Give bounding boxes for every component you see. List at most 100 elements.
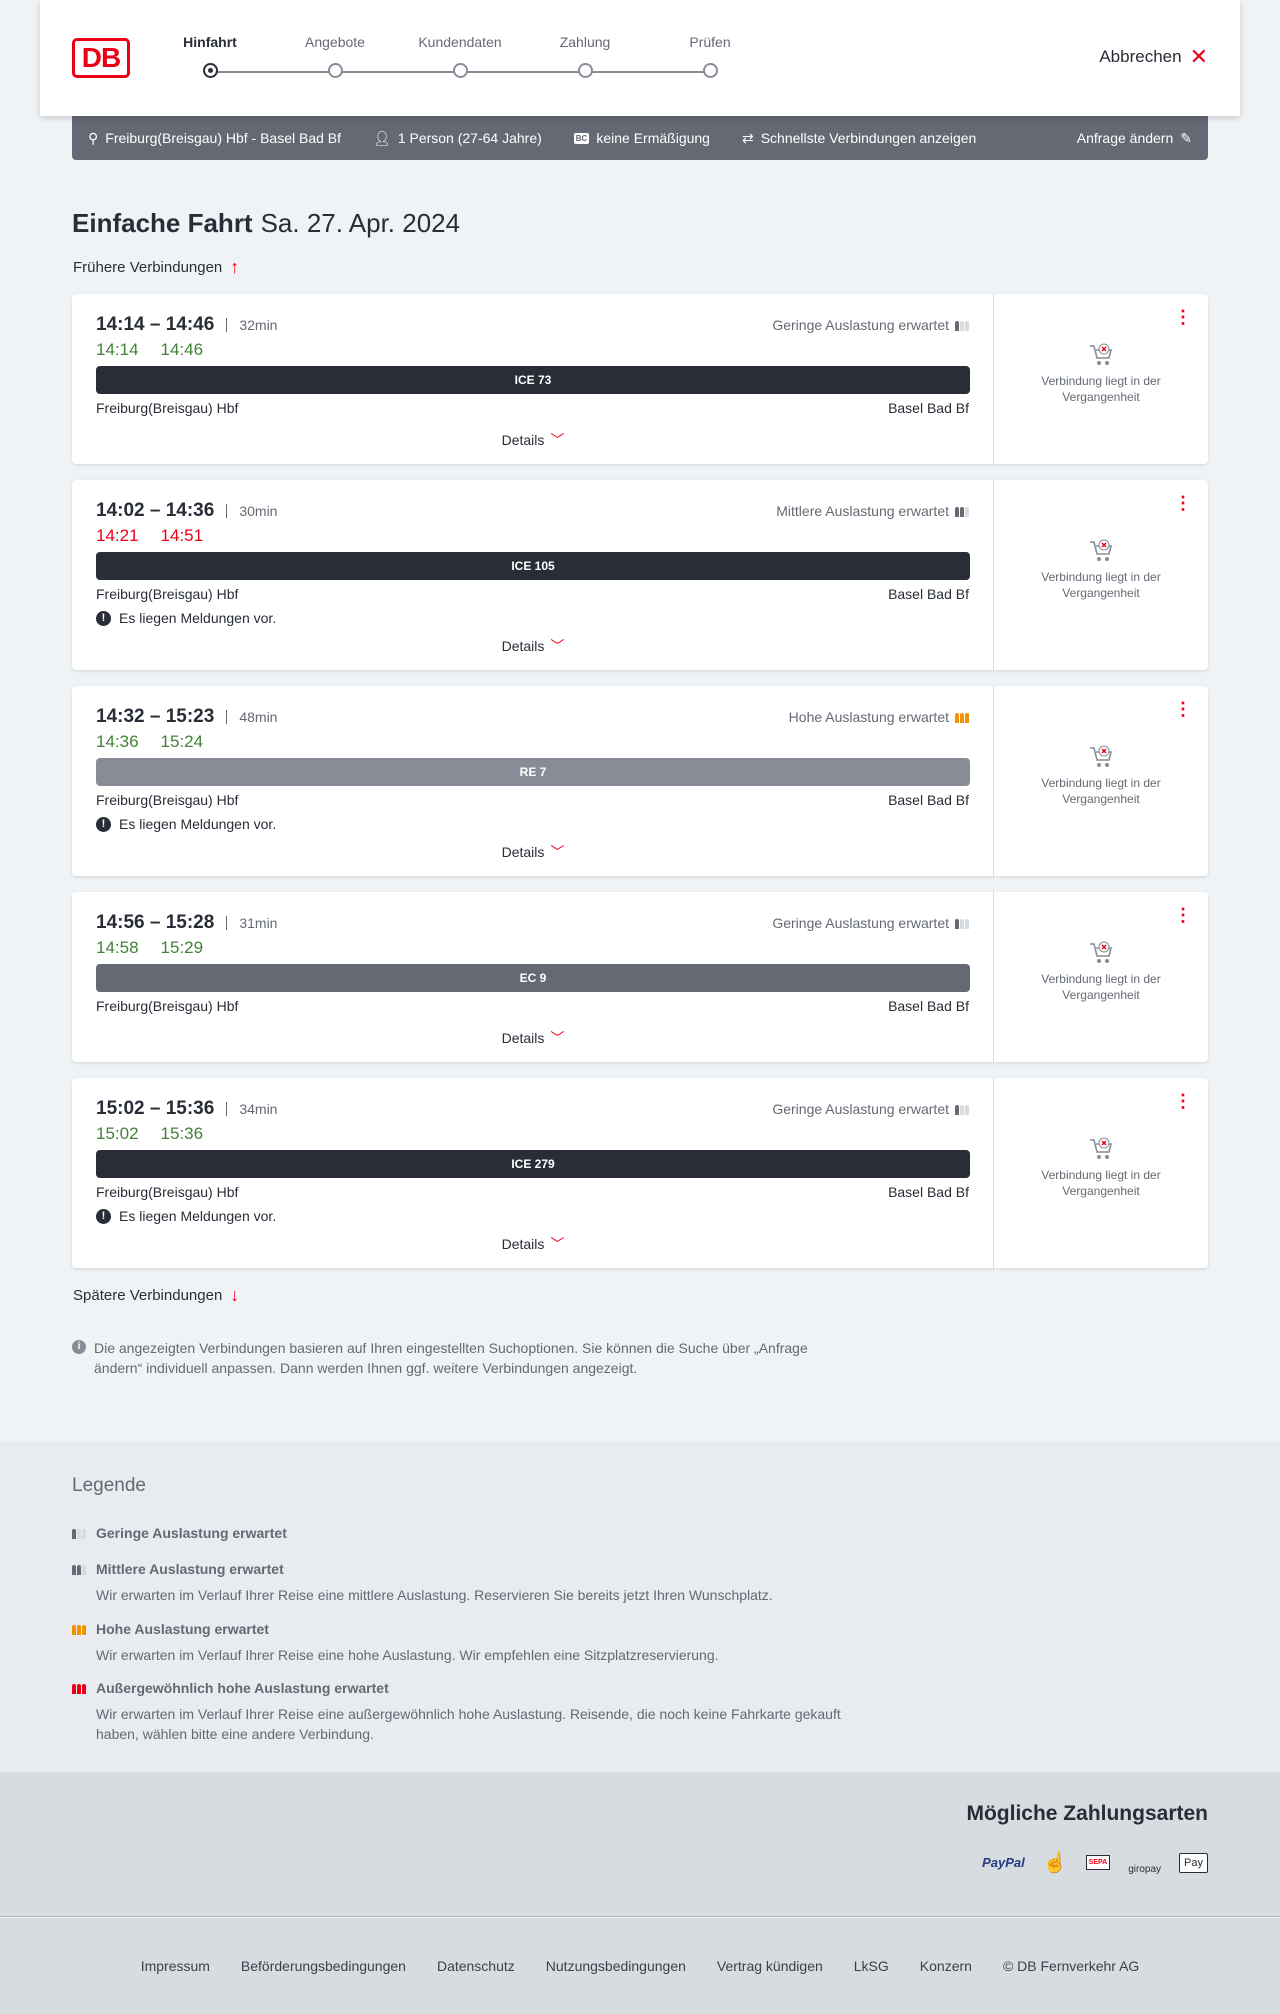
arrival-station: Basel Bad Bf xyxy=(888,792,969,808)
legend-title-text: Mittlere Auslastung erwartet xyxy=(96,1561,284,1577)
legend-item-desc: Wir erwarten im Verlauf Ihrer Reise eine… xyxy=(96,1587,773,1603)
paypal-logo: PayPal xyxy=(982,1855,1025,1870)
load-bar xyxy=(77,1565,81,1575)
db-logo[interactable]: DB xyxy=(72,38,130,78)
legend-item-title: Mittlere Auslastung erwartet xyxy=(72,1561,872,1577)
duration: 30min xyxy=(226,504,277,518)
realtime-times: 15:02 15:36 xyxy=(96,1124,203,1144)
info-text: Die angezeigten Verbindungen basieren au… xyxy=(94,1340,808,1376)
step-dot xyxy=(453,63,468,78)
load-text: Mittlere Auslastung erwartet xyxy=(776,503,949,519)
duration: 34min xyxy=(226,1102,277,1116)
edit-label: Anfrage ändern xyxy=(1076,130,1174,146)
chevron-down-icon: ﹀ xyxy=(550,1030,565,1046)
load-bar xyxy=(82,1684,86,1694)
load-bar xyxy=(72,1529,76,1539)
realtime-arrival: 15:36 xyxy=(160,1124,204,1143)
realtime-times: 14:14 14:46 xyxy=(96,340,203,360)
earlier-connections-link[interactable]: Frühere Verbindungen ↑ xyxy=(73,257,239,278)
load-bar xyxy=(965,713,969,723)
more-options-icon[interactable]: ⋮ xyxy=(1174,307,1192,327)
cancel-button[interactable]: Abbrechen ✕ xyxy=(1099,46,1208,68)
departure-station: Freiburg(Breisgau) Hbf xyxy=(96,998,239,1014)
details-toggle[interactable]: Details ﹀ xyxy=(72,1234,994,1254)
load-level-icon xyxy=(955,505,969,517)
realtime-times: 14:21 14:51 xyxy=(96,526,203,546)
load-bar xyxy=(955,507,959,517)
footer-link-nutzungsbedingungen[interactable]: Nutzungsbedingungen xyxy=(545,1958,686,1974)
payment-section: Mögliche Zahlungsarten PayPal ☝ SEPA gir… xyxy=(0,1772,1280,1917)
load-bar xyxy=(965,1105,969,1115)
footer-link-befoerderungsbedingungen[interactable]: Beförderungsbedingungen xyxy=(240,1958,406,1974)
realtime-arrival: 15:24 xyxy=(160,732,204,751)
cart-unavailable-icon xyxy=(1087,939,1115,967)
details-label: Details xyxy=(501,1030,545,1046)
realtime-times: 14:36 15:24 xyxy=(96,732,203,752)
more-options-icon[interactable]: ⋮ xyxy=(1174,905,1192,925)
train-bar[interactable]: ICE 279 xyxy=(96,1150,970,1178)
details-toggle[interactable]: Details ﹀ xyxy=(72,1028,994,1048)
load-indicator: Geringe Auslastung erwartet xyxy=(772,915,969,931)
legend-item: Außergewöhnlich hohe Auslastung erwartet… xyxy=(72,1680,872,1744)
alert-icon: ! xyxy=(96,1208,111,1224)
realtime-arrival: 14:46 xyxy=(160,340,204,359)
message-text: Es liegen Meldungen vor. xyxy=(119,1208,277,1224)
duration: 32min xyxy=(226,318,277,332)
connection-card[interactable]: 14:56 – 15:28 31min 14:58 15:29 Geringe Ausl… xyxy=(72,892,1208,1062)
load-bar xyxy=(72,1625,76,1635)
message-text: Es liegen Meldungen vor. xyxy=(119,610,277,626)
footer-copyright: © DB Fernverkehr AG xyxy=(1002,1958,1140,1974)
connection-card[interactable]: 15:02 – 15:36 34min 15:02 15:36 Geringe Ausl… xyxy=(72,1078,1208,1268)
connection-card[interactable]: 14:02 – 14:36 30min 14:21 14:51 Mittlere Aus… xyxy=(72,480,1208,670)
footer-link-impressum[interactable]: Impressum xyxy=(140,1958,210,1974)
step-label: Hinfahrt xyxy=(183,34,237,50)
earlier-label: Frühere Verbindungen xyxy=(73,259,223,276)
legend-title-text: Außergewöhnlich hohe Auslastung erwartet xyxy=(96,1680,389,1696)
footer-link-konzern[interactable]: Konzern xyxy=(919,1958,972,1974)
load-bar xyxy=(960,1105,964,1115)
train-bar[interactable]: EC 9 xyxy=(96,964,970,992)
train-bar[interactable]: ICE 73 xyxy=(96,366,970,394)
connection-side: ⋮ Verbindung liegt in der Vergangenheit xyxy=(994,686,1208,876)
footer-link-datenschutz[interactable]: Datenschutz xyxy=(436,1958,515,1974)
message-notice[interactable]: ! Es liegen Meldungen vor. xyxy=(96,1208,276,1224)
load-bar xyxy=(960,321,964,331)
footer-link-lksg[interactable]: LkSG xyxy=(853,1958,889,1974)
edit-request-button[interactable]: Anfrage ändern ✎ xyxy=(1077,130,1192,147)
arrival-station: Basel Bad Bf xyxy=(888,400,969,416)
load-bar xyxy=(960,507,964,517)
details-label: Details xyxy=(501,638,545,654)
alert-icon: ! xyxy=(96,610,111,626)
cart-unavailable-icon xyxy=(1087,743,1115,771)
past-connection-status: Verbindung liegt in der Vergangenheit xyxy=(1041,776,1161,806)
connection-side: ⋮ Verbindung liegt in der Vergangenheit xyxy=(994,1078,1208,1268)
chevron-down-icon: ﹀ xyxy=(550,844,565,860)
footer-link-vertrag-kuendigen[interactable]: Vertrag kündigen xyxy=(716,1958,823,1974)
pencil-icon: ✎ xyxy=(1180,129,1192,146)
details-toggle[interactable]: Details ﹀ xyxy=(72,842,994,862)
apple-pay-text: Pay xyxy=(1184,1856,1203,1869)
later-connections-link[interactable]: Spätere Verbindungen ↓ xyxy=(73,1285,239,1306)
planned-times: 14:56 – 15:28 xyxy=(96,912,215,933)
details-toggle[interactable]: Details ﹀ xyxy=(72,430,994,450)
load-text: Hohe Auslastung erwartet xyxy=(788,709,949,725)
step-hinfahrt: Hinfahrt xyxy=(160,34,260,78)
details-toggle[interactable]: Details ﹀ xyxy=(72,636,994,656)
connection-main: 14:02 – 14:36 30min 14:21 14:51 Mittlere Aus… xyxy=(72,480,994,670)
connection-card[interactable]: 14:32 – 15:23 48min 14:36 15:24 Hohe Auslast… xyxy=(72,686,1208,876)
more-options-icon[interactable]: ⋮ xyxy=(1174,1091,1192,1111)
connection-card[interactable]: 14:14 – 14:46 32min 14:14 14:46 Geringe Ausl… xyxy=(72,294,1208,464)
realtime-arrival: 15:29 xyxy=(160,938,204,957)
message-notice[interactable]: ! Es liegen Meldungen vor. xyxy=(96,610,276,626)
realtime-times: 14:58 15:29 xyxy=(96,938,203,958)
train-bar[interactable]: RE 7 xyxy=(96,758,970,786)
later-label: Spätere Verbindungen xyxy=(73,1287,223,1304)
chevron-down-icon: ﹀ xyxy=(550,638,565,654)
more-options-icon[interactable]: ⋮ xyxy=(1174,493,1192,513)
more-options-icon[interactable]: ⋮ xyxy=(1174,699,1192,719)
connection-times: 14:02 – 14:36 30min xyxy=(96,500,277,522)
train-bar[interactable]: ICE 105 xyxy=(96,552,970,580)
load-level-icon xyxy=(955,1103,969,1115)
realtime-departure: 15:02 xyxy=(96,1124,139,1143)
message-notice[interactable]: ! Es liegen Meldungen vor. xyxy=(96,816,276,832)
